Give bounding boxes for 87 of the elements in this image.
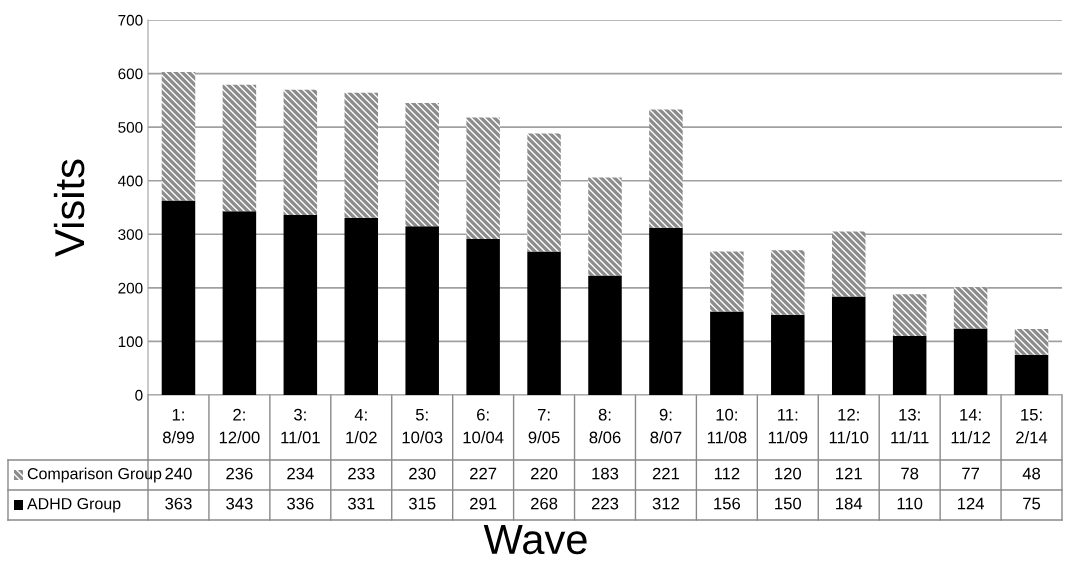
bar bbox=[344, 217, 379, 395]
data-label: 312 bbox=[652, 497, 679, 510]
bar bbox=[588, 177, 622, 276]
data-label: 363 bbox=[165, 497, 192, 510]
y-tick-label: 500 bbox=[118, 122, 143, 133]
x-tick-label: 5: 10/03 bbox=[402, 408, 443, 444]
data-label: 233 bbox=[348, 467, 375, 480]
x-tick-label: 9: 8/07 bbox=[650, 408, 682, 444]
data-label: 124 bbox=[957, 497, 985, 510]
x-tick-label: 14: 11/12 bbox=[951, 408, 990, 444]
data-label: 48 bbox=[1022, 467, 1041, 480]
x-tick-label: 1: 8/99 bbox=[162, 408, 194, 444]
x-tick-label: 7: 9/05 bbox=[528, 408, 560, 444]
x-tick-label: 2: 12/00 bbox=[219, 408, 260, 444]
data-label: 234 bbox=[287, 467, 314, 480]
data-label: 227 bbox=[470, 467, 497, 480]
bar bbox=[892, 294, 927, 337]
bar bbox=[466, 239, 500, 395]
data-label: 78 bbox=[901, 467, 919, 480]
x-tick-label: 3: 11/01 bbox=[281, 408, 320, 444]
bar bbox=[527, 251, 561, 395]
x-tick-label: 12: 11/10 bbox=[829, 408, 869, 444]
data-label: 236 bbox=[226, 467, 253, 480]
data-label: 268 bbox=[531, 497, 558, 510]
bar bbox=[710, 251, 744, 312]
x-axis-title: Wave bbox=[483, 525, 587, 555]
bar bbox=[771, 250, 805, 315]
bar bbox=[405, 103, 439, 227]
bar bbox=[831, 296, 866, 395]
bar bbox=[222, 211, 257, 395]
bar bbox=[405, 226, 439, 395]
bar bbox=[1014, 329, 1049, 355]
legend-label: ADHD Group bbox=[27, 497, 121, 513]
data-label: 184 bbox=[836, 497, 863, 510]
data-label: 183 bbox=[592, 467, 619, 480]
data-label: 343 bbox=[226, 497, 253, 510]
x-tick-label: 11: 11/09 bbox=[768, 408, 808, 444]
data-label: 156 bbox=[714, 497, 741, 510]
bar bbox=[831, 231, 866, 297]
data-label: 121 bbox=[836, 467, 862, 480]
y-tick-label: 200 bbox=[118, 282, 143, 294]
bar bbox=[161, 200, 196, 395]
x-tick-label: 6: 10/04 bbox=[463, 408, 504, 444]
x-tick-label: 15: 2/14 bbox=[1016, 408, 1048, 444]
y-tick-label: 400 bbox=[118, 175, 143, 187]
data-label: 120 bbox=[775, 467, 802, 480]
bar bbox=[527, 133, 561, 252]
data-label: 75 bbox=[1023, 497, 1041, 510]
bar bbox=[892, 336, 927, 395]
bar bbox=[588, 275, 622, 395]
y-axis-title: Visits bbox=[53, 159, 85, 257]
data-label: 230 bbox=[409, 467, 436, 480]
data-label: 315 bbox=[408, 497, 436, 510]
legend-label: Comparison Group bbox=[27, 467, 162, 483]
data-label: 331 bbox=[348, 497, 375, 510]
data-label: 77 bbox=[962, 467, 980, 480]
data-label: 150 bbox=[775, 497, 802, 510]
y-tick-label: 600 bbox=[118, 68, 143, 80]
x-tick-label: 8: 8/06 bbox=[589, 408, 621, 444]
bar bbox=[649, 227, 683, 395]
x-tick-label: 10: 11/08 bbox=[707, 408, 747, 444]
y-tick-label: 100 bbox=[118, 336, 143, 348]
bar bbox=[283, 215, 318, 395]
bar bbox=[161, 71, 196, 201]
x-tick-label: 13: 11/11 bbox=[891, 408, 929, 444]
data-label: 220 bbox=[531, 467, 558, 480]
data-label: 223 bbox=[591, 497, 619, 510]
bar bbox=[344, 92, 379, 218]
y-tick-label: 700 bbox=[118, 14, 143, 26]
data-label: 291 bbox=[470, 497, 497, 510]
data-label: 110 bbox=[897, 497, 923, 510]
bar bbox=[710, 311, 744, 395]
bar bbox=[1014, 354, 1049, 395]
data-label: 336 bbox=[287, 497, 314, 510]
bar bbox=[222, 84, 257, 212]
y-tick-label: 300 bbox=[118, 229, 143, 240]
data-label: 221 bbox=[652, 467, 680, 480]
data-label: 240 bbox=[165, 467, 192, 480]
y-tick-label: 0 bbox=[135, 389, 143, 401]
bar bbox=[771, 314, 805, 395]
bar bbox=[953, 287, 988, 329]
data-label: 112 bbox=[714, 467, 740, 480]
bar bbox=[283, 89, 318, 215]
bar bbox=[649, 109, 683, 228]
x-tick-label: 4: 1/02 bbox=[346, 408, 377, 444]
bar bbox=[953, 328, 988, 395]
bar bbox=[466, 117, 500, 240]
